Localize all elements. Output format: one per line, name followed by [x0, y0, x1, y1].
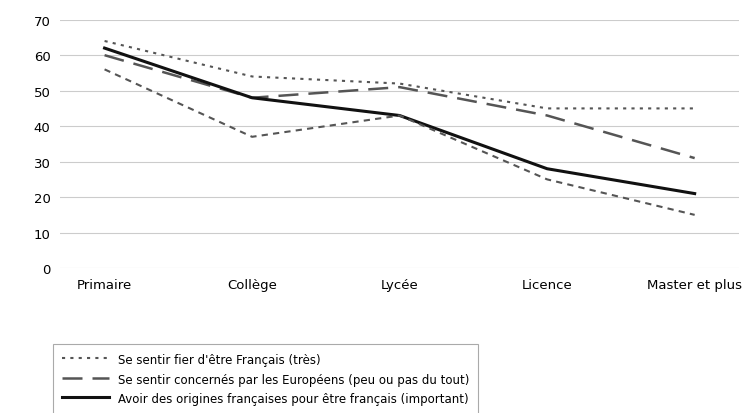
Legend: Se sentir fier d'être Français (très), Se sentir concernés par les Européens (pe: Se sentir fier d'être Français (très), S… [53, 344, 478, 413]
